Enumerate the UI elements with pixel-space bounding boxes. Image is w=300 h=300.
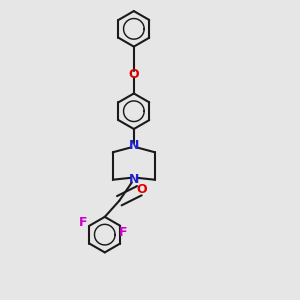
Text: O: O	[128, 68, 139, 81]
Text: N: N	[129, 139, 139, 152]
Text: N: N	[129, 173, 139, 186]
Text: F: F	[79, 216, 87, 229]
Text: F: F	[119, 226, 128, 239]
Text: O: O	[136, 183, 147, 196]
